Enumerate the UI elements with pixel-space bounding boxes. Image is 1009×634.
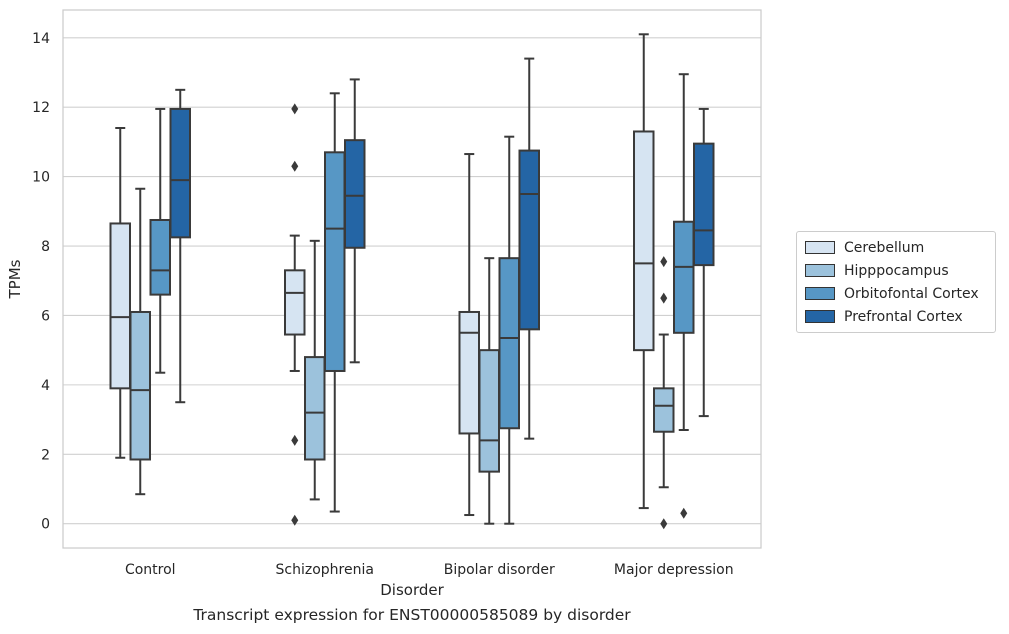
y-tick-label: 12 (32, 100, 50, 116)
box-hipppocampus (304, 239, 326, 501)
legend-swatch (805, 264, 835, 277)
legend-item: Cerebellum (803, 236, 987, 259)
legend-item: Prefrontal Cortex (803, 305, 987, 328)
box-iqr (149, 218, 171, 296)
legend-swatch (805, 287, 835, 300)
outlier-point (291, 103, 299, 115)
y-axis-title: TPMs (6, 259, 24, 299)
y-tick-label: 8 (41, 239, 50, 255)
y-tick-label: 6 (41, 308, 50, 324)
box-cerebellum (633, 33, 655, 510)
box-prefrontal-cortex (169, 88, 191, 404)
legend-label: Prefrontal Cortex (844, 308, 963, 325)
box-iqr (458, 310, 480, 435)
outlier-point (291, 160, 299, 172)
box-iqr (633, 130, 655, 352)
box-iqr (304, 356, 326, 461)
y-tick-label: 4 (41, 378, 50, 394)
box-prefrontal-cortex (518, 57, 540, 440)
legend-item: Hipppocampus (803, 259, 987, 282)
box-hipppocampus (653, 256, 675, 530)
box-iqr (673, 220, 695, 334)
box-iqr (518, 149, 540, 331)
y-tick-label: 0 (41, 517, 50, 533)
box-hipppocampus (478, 257, 500, 525)
legend-swatch (805, 310, 835, 323)
x-tick-label: Control (125, 562, 176, 578)
box-iqr (129, 310, 151, 461)
box-cerebellum (458, 153, 480, 517)
box-cerebellum (109, 127, 131, 459)
outlier-point (660, 256, 668, 268)
legend-item: Orbitofontal Cortex (803, 282, 987, 305)
plot-area-frame (62, 9, 762, 549)
legend-label: Orbitofontal Cortex (844, 285, 979, 302)
x-axis-ticks: Control Schizophrenia Bipolar disorder Majo… (125, 562, 734, 578)
box-iqr (478, 349, 500, 473)
legend-label: Hipppocampus (844, 262, 949, 279)
y-axis-ticks: 0 2 4 6 8 10 12 14 (32, 31, 50, 533)
box-orbitofontal-cortex (673, 73, 695, 519)
x-tick-label: Schizophrenia (276, 562, 374, 578)
box-iqr (498, 257, 520, 430)
chart-legend: Cerebellum Hipppocampus Orbitofontal Corte… (796, 231, 996, 333)
box-prefrontal-cortex (693, 107, 715, 418)
box-prefrontal-cortex (344, 78, 366, 364)
box-iqr (693, 142, 715, 267)
box-orbitofontal-cortex (498, 135, 520, 525)
box-iqr (324, 151, 346, 372)
box-orbitofontal-cortex (324, 92, 346, 513)
y-tick-label: 2 (41, 447, 50, 463)
outlier-point (660, 518, 668, 530)
outlier-point (291, 434, 299, 446)
box-plot-series (109, 33, 715, 530)
y-tick-label: 14 (32, 31, 50, 47)
y-tick-label: 10 (32, 170, 50, 186)
x-tick-label: Major depression (614, 562, 734, 578)
box-iqr (653, 387, 675, 433)
chart-caption: Transcript expression for ENST0000058508… (193, 606, 631, 624)
x-axis-title: Disorder (380, 581, 444, 599)
box-iqr (109, 222, 131, 390)
box-orbitofontal-cortex (149, 107, 171, 374)
legend-label: Cerebellum (844, 239, 925, 256)
box-iqr (284, 269, 306, 336)
box-iqr (169, 107, 191, 239)
box-cerebellum (284, 103, 306, 526)
outlier-point (660, 292, 668, 304)
outlier-point (680, 507, 688, 519)
outlier-point (291, 514, 299, 526)
x-tick-label: Bipolar disorder (444, 562, 555, 578)
box-hipppocampus (129, 187, 151, 496)
legend-swatch (805, 241, 835, 254)
box-iqr (344, 139, 366, 249)
